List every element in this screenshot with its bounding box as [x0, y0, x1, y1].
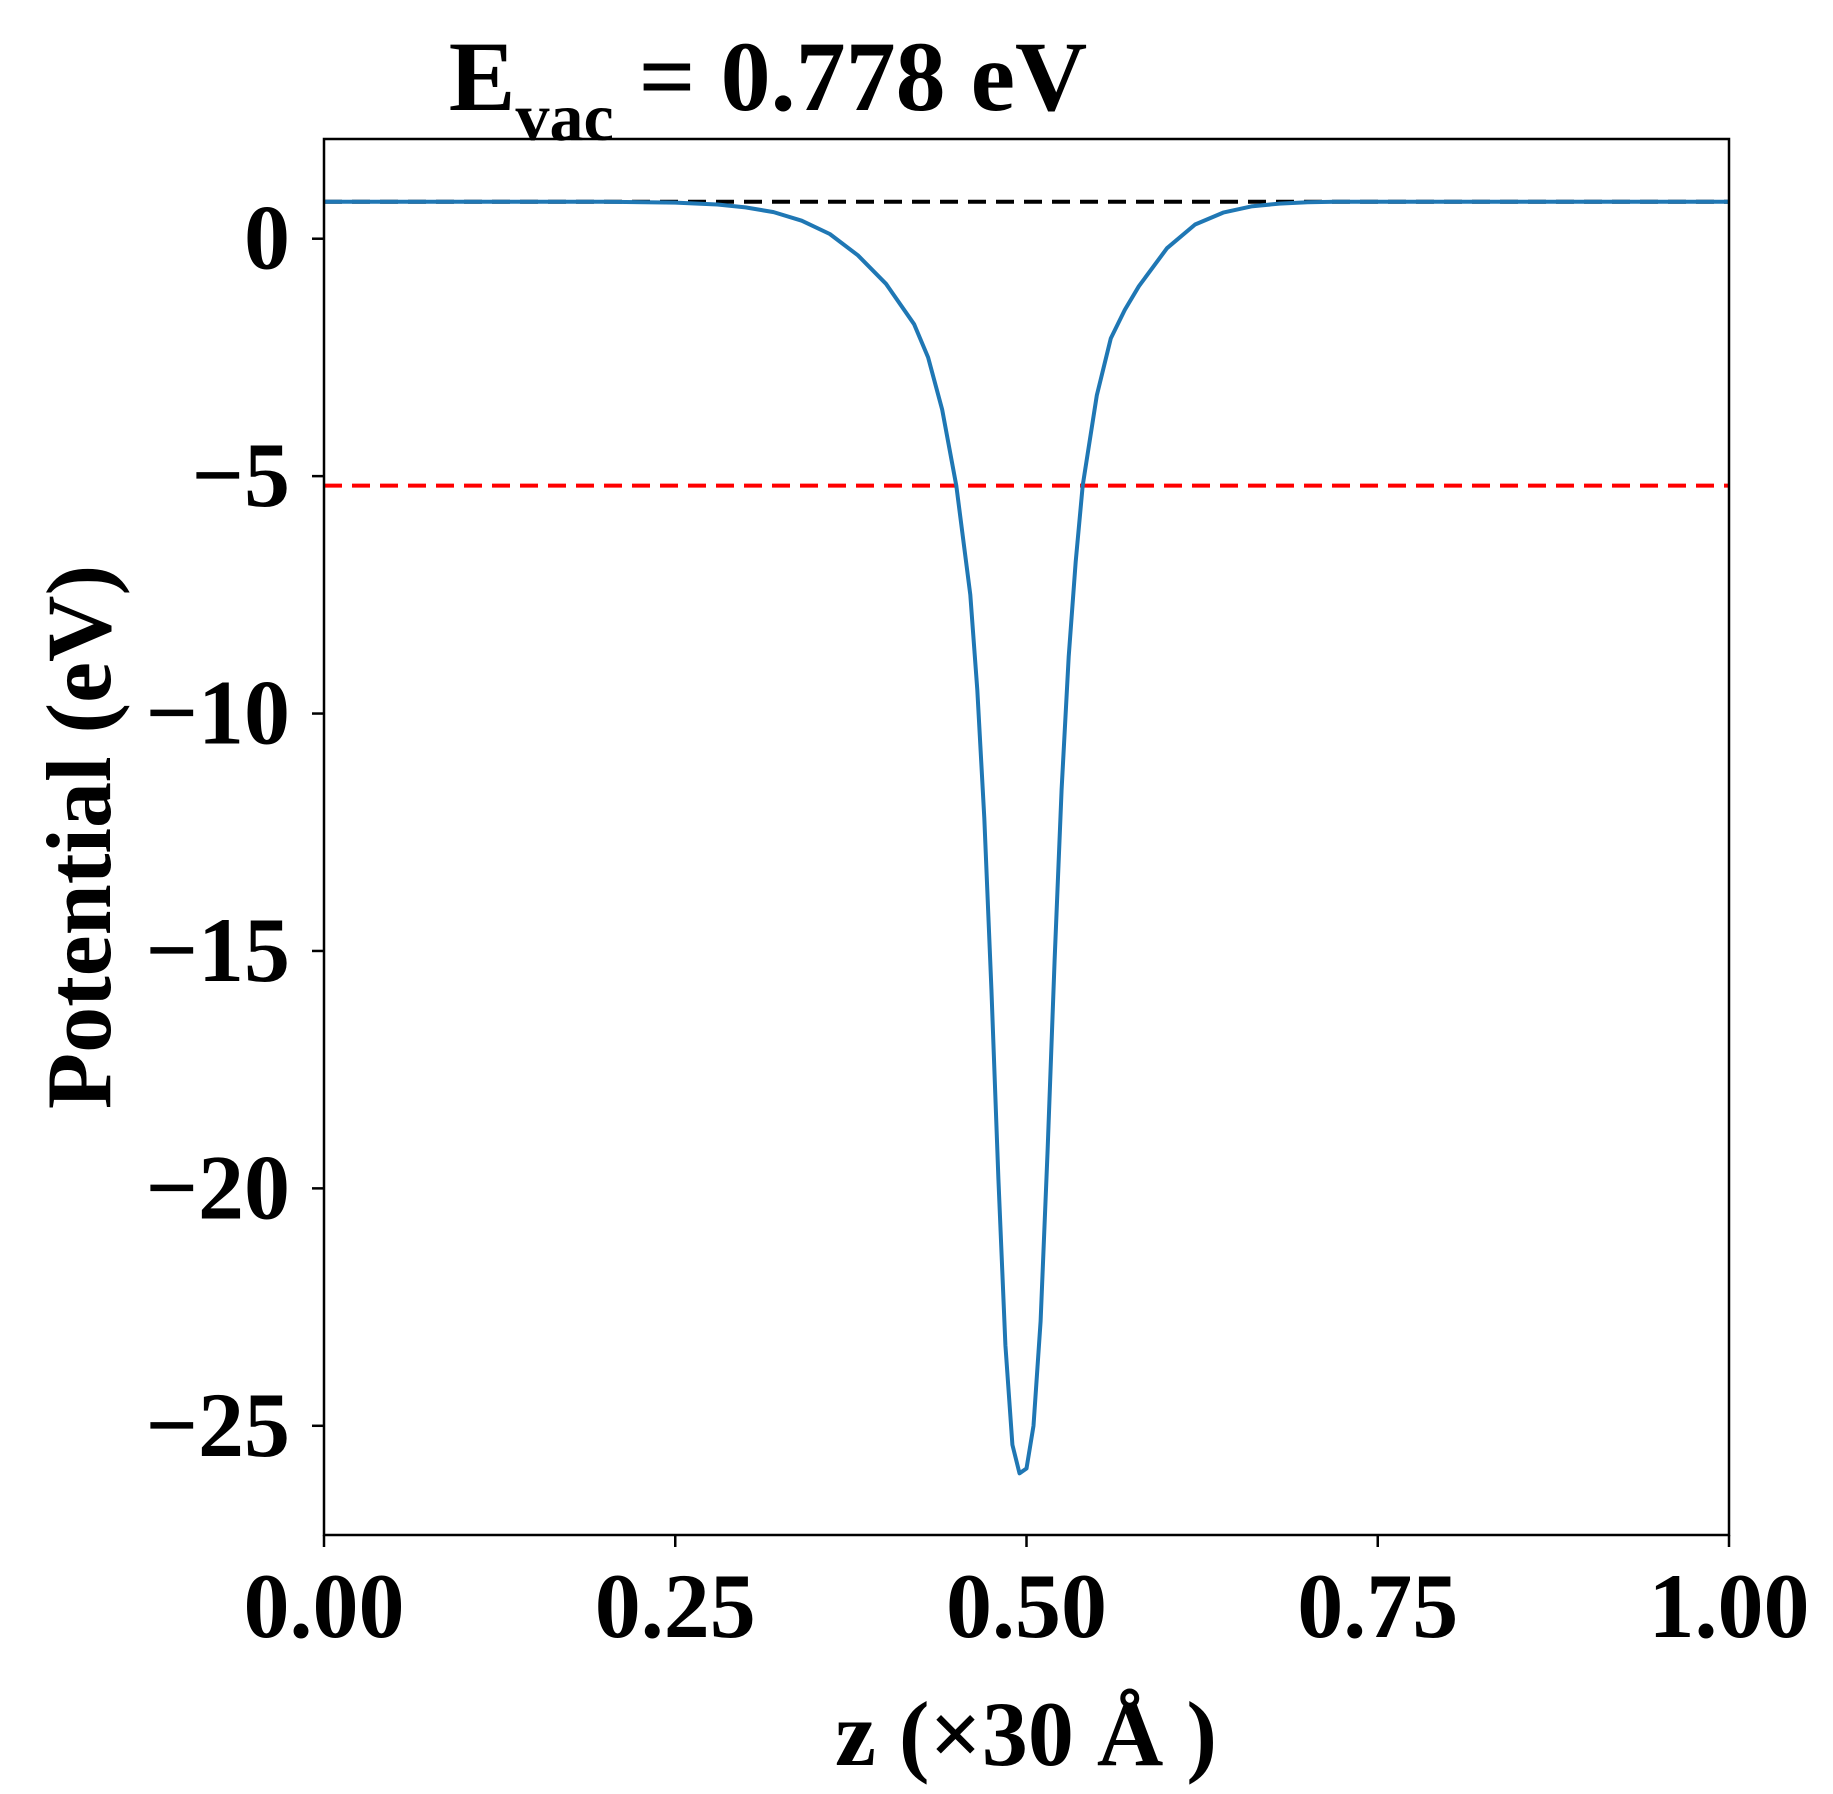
y-axis-label: Potential (eV)	[28, 565, 130, 1109]
y-tick-label: 0	[244, 187, 290, 289]
chart-title-subscript: vac	[515, 79, 613, 155]
x-axis: 0.00 0.25 0.50 0.75 1.00	[244, 1535, 1810, 1657]
y-axis: 0 −5 −10 −15 −20 −25	[146, 187, 324, 1476]
y-tick-label: −5	[192, 424, 290, 526]
y-tick-label: −20	[146, 1136, 290, 1238]
y-tick-label: −15	[146, 899, 290, 1001]
x-tick-label: 1.00	[1649, 1555, 1810, 1657]
potential-series-line	[324, 199, 1729, 1476]
chart-title-main: E	[449, 21, 516, 132]
chart-title: Evac = 0.778 eV	[449, 21, 1087, 155]
chart-title-rest: = 0.778 eV	[614, 21, 1088, 132]
x-tick-label: 0.00	[244, 1555, 405, 1657]
y-tick-label: −25	[146, 1374, 290, 1476]
y-tick-label: −10	[146, 662, 290, 764]
x-axis-label: z (×30 Å )	[835, 1683, 1217, 1785]
x-tick-label: 0.25	[595, 1555, 756, 1657]
plot-frame	[322, 137, 1731, 1537]
x-tick-label: 0.50	[946, 1555, 1107, 1657]
x-tick-label: 0.75	[1297, 1555, 1458, 1657]
